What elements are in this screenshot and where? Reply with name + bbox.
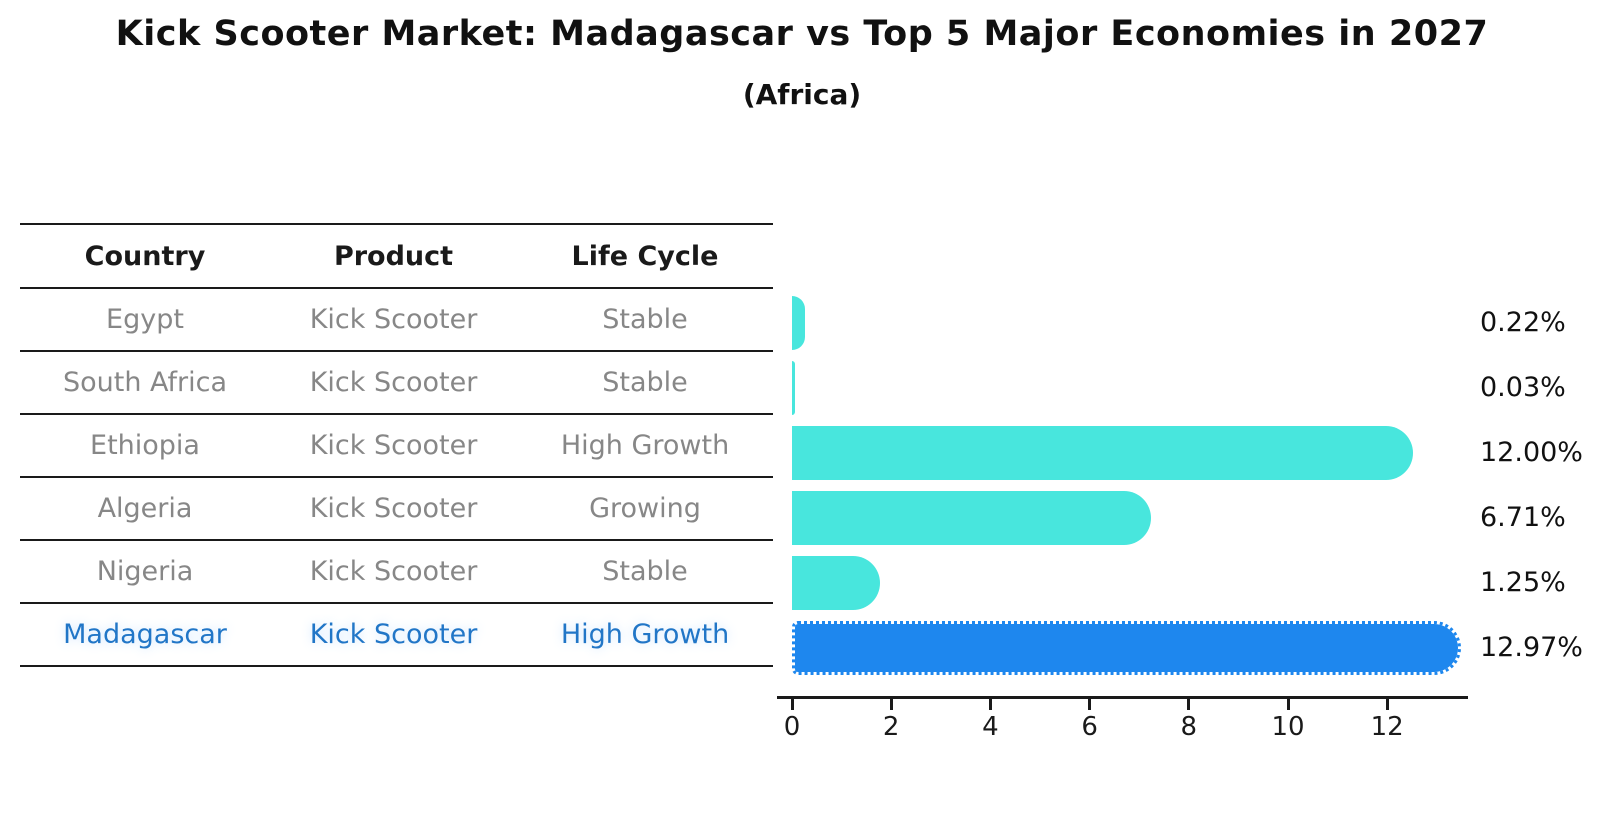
cell-product: Kick Scooter: [309, 430, 478, 461]
cell-life-cycle: Growing: [589, 493, 701, 524]
x-tick-label-0: 0: [783, 712, 801, 742]
cell-life-cycle: Stable: [602, 367, 688, 398]
cell-product: Kick Scooter: [309, 493, 478, 524]
table-row-nigeria: Nigeria Kick Scooter Stable: [20, 541, 773, 604]
cell-country: Ethiopia: [90, 430, 200, 461]
x-tick-label-4: 4: [982, 712, 999, 742]
x-tick-label-10: 10: [1271, 712, 1305, 742]
x-axis-line: [777, 696, 1468, 699]
x-tick-label-2: 2: [882, 712, 900, 742]
cell-life-cycle: Stable: [602, 304, 688, 335]
cell-product: Kick Scooter: [309, 367, 478, 398]
cell-product: Kick Scooter: [309, 619, 478, 650]
value-label-egypt: 0.22%: [1480, 307, 1566, 338]
x-tick-label-12: 12: [1370, 712, 1404, 742]
bar-nigeria: [792, 556, 880, 610]
cell-country: Madagascar: [63, 619, 227, 650]
cell-product: Kick Scooter: [309, 556, 478, 587]
value-label-madagascar: 12.97%: [1480, 632, 1583, 663]
x-tick-mark-12: [1385, 696, 1389, 710]
cell-product: Kick Scooter: [309, 304, 478, 335]
value-label-south-africa: 0.03%: [1480, 372, 1566, 403]
cell-country: Nigeria: [96, 556, 194, 587]
cell-country: Algeria: [97, 493, 193, 524]
bar-algeria: [792, 491, 1151, 545]
bar-egypt: [792, 296, 805, 350]
chart-subtitle: (Africa): [742, 78, 862, 111]
table-row-ethiopia: Ethiopia Kick Scooter High Growth: [20, 415, 773, 478]
bar-ethiopia: [792, 426, 1414, 480]
value-label-algeria: 6.71%: [1480, 502, 1566, 533]
table-header-row: Country Product Life Cycle: [20, 225, 773, 289]
table-row-algeria: Algeria Kick Scooter Growing: [20, 478, 773, 541]
x-tick-label-8: 8: [1180, 712, 1198, 742]
x-tick-label-6: 6: [1081, 712, 1098, 742]
x-tick-mark-4: [988, 696, 992, 710]
cell-country: South Africa: [62, 367, 228, 398]
column-header-country: Country: [84, 240, 206, 272]
bar-madagascar: [792, 621, 1462, 675]
x-tick-mark-6: [1088, 696, 1092, 710]
x-tick-mark-2: [889, 696, 893, 710]
cell-life-cycle: High Growth: [560, 430, 730, 461]
x-tick-mark-10: [1286, 696, 1290, 710]
cell-life-cycle: Stable: [602, 556, 688, 587]
column-header-product: Product: [333, 240, 454, 272]
bar-south-africa: [792, 361, 796, 415]
table-row-madagascar: Madagascar Kick Scooter High Growth: [20, 604, 773, 667]
table-row-egypt: Egypt Kick Scooter Stable: [20, 289, 773, 352]
x-tick-mark-0: [790, 696, 794, 710]
value-label-nigeria: 1.25%: [1480, 567, 1566, 598]
table-body: Egypt Kick Scooter Stable South Africa Kick …: [20, 289, 773, 667]
value-label-ethiopia: 12.00%: [1480, 437, 1583, 468]
table-row-south-africa: South Africa Kick Scooter Stable: [20, 352, 773, 415]
cell-country: Egypt: [106, 304, 184, 335]
column-header-life-cycle: Life Cycle: [571, 240, 719, 272]
x-tick-mark-8: [1187, 696, 1191, 710]
country-table: Country Product Life Cycle Egypt Kick Sco…: [20, 223, 773, 667]
chart-title: Kick Scooter Market: Madagascar vs Top 5…: [115, 14, 1489, 54]
cell-life-cycle: High Growth: [560, 619, 730, 650]
